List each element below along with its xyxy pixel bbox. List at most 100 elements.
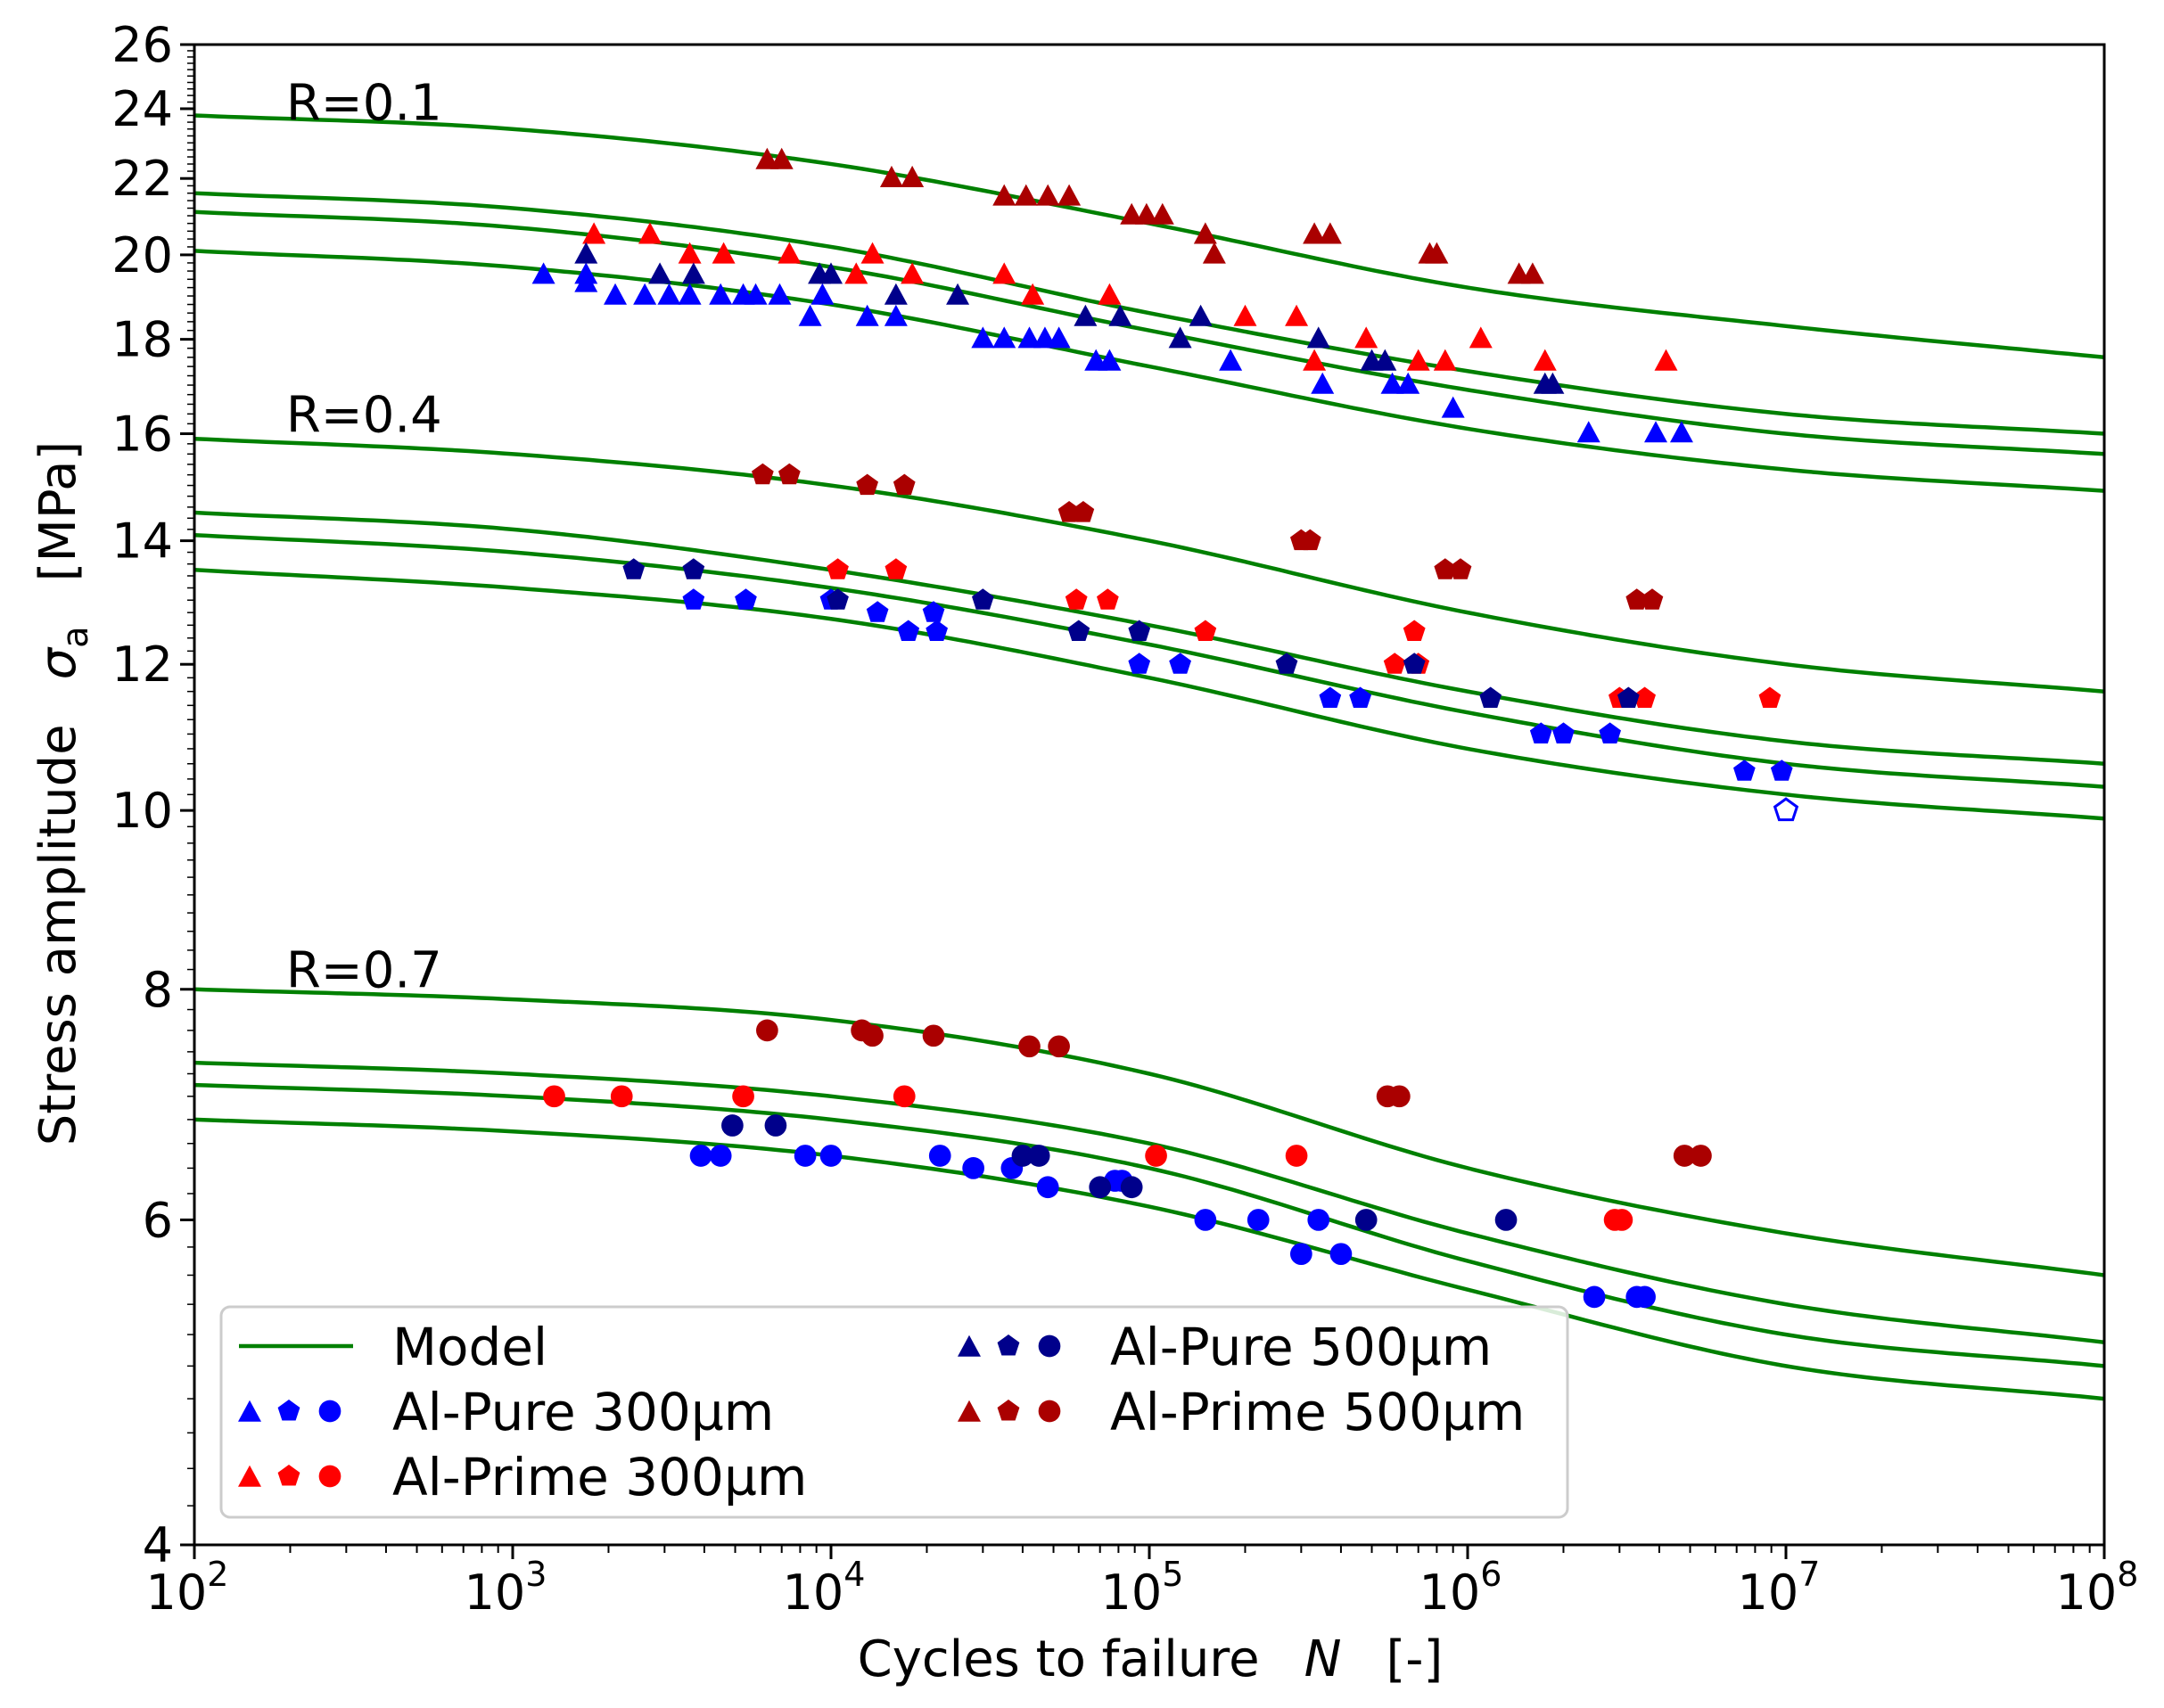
- y-tick-label: 8: [143, 962, 173, 1018]
- legend-triangle-marker: [958, 1400, 981, 1422]
- model-curve: [194, 1082, 2104, 1368]
- point-al-pure-300-m: [1098, 349, 1122, 371]
- point-al-prime-500-m: [879, 165, 903, 187]
- point-al-prime-300-m: [582, 222, 606, 244]
- axis-ticks: 102 103 104 105 106 107 108 4 6 8 10 12 14 16 18 20 22 24…: [111, 17, 2138, 1621]
- point-al-prime-300-m: [1285, 1145, 1308, 1167]
- legend-triangle-marker: [238, 1400, 261, 1422]
- point-al-pure-300-m: [1770, 760, 1793, 781]
- point-al-pure-300-m: [633, 283, 657, 305]
- point-al-pure-500-m: [1168, 326, 1192, 349]
- point-al-pure-300-m: [1583, 1285, 1606, 1309]
- point-al-prime-300-m: [827, 558, 849, 579]
- point-al-pure-300-m: [1733, 760, 1756, 781]
- point-al-prime-300-m: [844, 262, 868, 284]
- point-al-pure-300-m: [1669, 421, 1693, 443]
- x-tick-label: 107: [1738, 1555, 1821, 1621]
- point-al-pure-500-m: [1275, 653, 1298, 674]
- point-al-pure-300-m: [1247, 1209, 1270, 1231]
- legend-box: [219, 1305, 1569, 1519]
- point-al-prime-300-m: [1654, 349, 1678, 371]
- point-al-pure-500-m: [1617, 686, 1640, 708]
- point-al-prime-300-m: [893, 1085, 916, 1108]
- point-al-prime-500-m: [1425, 242, 1449, 264]
- point-al-prime-500-m: [1449, 558, 1472, 579]
- y-tick-label: 22: [111, 151, 173, 207]
- point-al-pure-500-m: [574, 242, 598, 264]
- model-curve: [194, 568, 2104, 821]
- y-axis-title: Stress amplitude σa [MPa]: [29, 441, 96, 1146]
- y-tick-label: 14: [111, 513, 173, 570]
- point-al-prime-500-m: [1057, 184, 1082, 206]
- point-al-pure-500-m: [1354, 1209, 1378, 1231]
- point-al-pure-300-m: [1773, 797, 1799, 822]
- point-al-prime-500-m: [1048, 1035, 1070, 1058]
- legend-label: Al-Pure 300µm: [392, 1382, 774, 1442]
- point-al-pure-500-m: [1541, 372, 1565, 394]
- point-al-pure-300-m: [1307, 1209, 1330, 1231]
- x-tick-label: 104: [783, 1555, 866, 1621]
- legend-label: Al-Prime 300µm: [392, 1447, 807, 1507]
- x-axis-title-unit: [-]: [1386, 1630, 1443, 1688]
- legend-label: Al-Pure 500µm: [1110, 1317, 1492, 1377]
- point-al-prime-500-m: [756, 1019, 778, 1042]
- x-tick-label: 103: [465, 1555, 547, 1621]
- point-al-pure-300-m: [897, 620, 920, 641]
- point-al-pure-300-m: [1036, 1176, 1059, 1199]
- point-al-prime-500-m: [1388, 1085, 1411, 1108]
- point-al-pure-500-m: [1027, 1145, 1050, 1167]
- x-axis-title-main: Cycles to failure: [858, 1630, 1260, 1688]
- point-al-pure-500-m: [721, 1114, 744, 1137]
- point-al-pure-300-m: [1128, 653, 1151, 674]
- point-al-pure-300-m: [1219, 349, 1243, 371]
- point-al-pure-300-m: [1047, 326, 1071, 349]
- point-al-prime-300-m: [1194, 620, 1217, 641]
- point-al-prime-300-m: [678, 242, 702, 264]
- model-curve: [194, 1117, 2104, 1401]
- x-tick-label: 108: [2056, 1555, 2139, 1621]
- point-al-prime-300-m: [860, 242, 885, 264]
- point-al-prime-500-m: [1018, 1035, 1041, 1058]
- point-al-pure-300-m: [1311, 372, 1335, 394]
- legend-entry: Al-Prime 300µm: [238, 1447, 807, 1507]
- point-al-pure-300-m: [1529, 722, 1552, 743]
- point-al-pure-500-m: [682, 558, 705, 579]
- point-al-pure-500-m: [1011, 1145, 1034, 1167]
- point-al-prime-300-m: [1633, 686, 1656, 708]
- point-al-pure-300-m: [604, 283, 628, 305]
- y-tick-label: 26: [111, 17, 173, 73]
- y-axis-title-subscript: a: [55, 626, 96, 648]
- point-al-pure-300-m: [926, 620, 948, 641]
- point-al-pure-300-m: [531, 262, 555, 284]
- point-al-prime-500-m: [856, 473, 878, 496]
- point-al-pure-500-m: [622, 558, 646, 579]
- point-al-pure-500-m: [884, 283, 908, 305]
- point-al-pure-300-m: [810, 283, 835, 305]
- legend-entry: Model: [239, 1317, 547, 1377]
- point-al-prime-300-m: [712, 242, 736, 264]
- point-al-prime-500-m: [893, 473, 916, 496]
- point-al-pure-300-m: [1017, 326, 1041, 349]
- point-al-pure-300-m: [1380, 372, 1404, 394]
- legend-entry: Al-Pure 300µm: [238, 1382, 774, 1442]
- r-label: R=0.1: [286, 75, 442, 133]
- point-al-prime-500-m: [1193, 222, 1217, 244]
- point-al-prime-500-m: [1673, 1145, 1696, 1167]
- point-al-pure-300-m: [689, 1145, 712, 1167]
- point-al-prime-500-m: [752, 463, 774, 485]
- legend-pentagon-marker: [277, 1465, 300, 1486]
- x-tick-label: 106: [1419, 1555, 1502, 1621]
- legend-entry: Al-Pure 500µm: [958, 1317, 1492, 1377]
- point-al-pure-500-m: [827, 588, 849, 610]
- point-al-pure-500-m: [1494, 1209, 1518, 1231]
- point-al-pure-300-m: [1329, 1243, 1353, 1266]
- point-al-prime-500-m: [755, 147, 779, 169]
- point-al-pure-500-m: [1479, 686, 1502, 708]
- point-al-prime-500-m: [1641, 588, 1664, 610]
- point-al-pure-300-m: [798, 304, 822, 326]
- point-al-prime-500-m: [1134, 202, 1158, 225]
- point-al-prime-500-m: [1057, 501, 1081, 522]
- point-al-prime-300-m: [1285, 304, 1309, 326]
